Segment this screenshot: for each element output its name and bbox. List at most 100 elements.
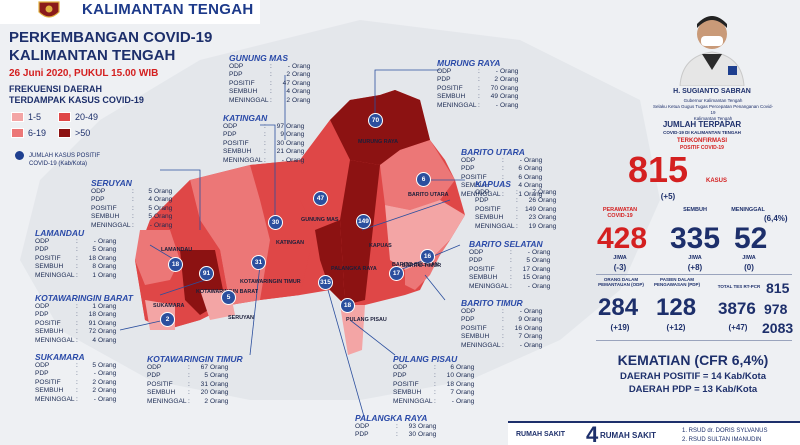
deaths-delta: (0) bbox=[744, 263, 754, 272]
row-unit: Orang bbox=[286, 123, 305, 130]
row-colon: : bbox=[502, 316, 504, 324]
row-colon: : bbox=[270, 79, 272, 87]
row-value: 5 bbox=[148, 188, 152, 195]
row-unit: Orang bbox=[98, 271, 117, 279]
row-unit: Orang bbox=[524, 190, 543, 198]
map-region-label: SERUYAN bbox=[228, 315, 254, 321]
region-murung-raya bbox=[330, 90, 430, 165]
row-colon: : bbox=[434, 364, 436, 371]
region-row-odp: ODP: - Orang bbox=[461, 308, 542, 316]
row-colon: : bbox=[478, 101, 480, 109]
row-label: ODP bbox=[461, 308, 476, 315]
row-value: - bbox=[93, 370, 96, 378]
region-row-meninggal: MENINGGAL: - Orang bbox=[469, 283, 550, 291]
row-label: MENINGGAL bbox=[229, 96, 269, 104]
case-bubble: 31 bbox=[251, 255, 266, 270]
row-unit: Orang bbox=[98, 336, 117, 344]
legend-title-line2: TERDAMPAK KASUS COVID-19 bbox=[9, 95, 144, 105]
region-kapuas bbox=[340, 160, 380, 305]
region-table: LAMANDAU ODP: - Orang PDP:5 Orang POSITIF:18 Or… bbox=[35, 228, 116, 280]
row-unit: Orang bbox=[418, 423, 437, 430]
region-row-meninggal: MENINGGAL: 1 Orang bbox=[35, 272, 116, 280]
row-colon: : bbox=[76, 395, 78, 403]
row-unit: Orang bbox=[524, 333, 543, 341]
pdp-label: PASIEN DALAM PENGAWASAN (PDP) bbox=[653, 277, 700, 287]
region-row-pdp: PDP: 5 Orang bbox=[35, 246, 116, 254]
row-colon: : bbox=[502, 324, 504, 332]
row-value: 2 bbox=[92, 378, 96, 386]
region-name: LAMANDAU bbox=[35, 228, 85, 238]
row-unit: Orang bbox=[292, 79, 311, 87]
row-value: 1 bbox=[518, 190, 522, 198]
row-value: 7 bbox=[532, 189, 536, 196]
row-colon: : bbox=[264, 123, 266, 130]
row-colon: : bbox=[502, 308, 504, 315]
row-label: MENINGGAL bbox=[393, 397, 433, 405]
row-value: 4 bbox=[148, 196, 152, 204]
test-total: 3876 bbox=[718, 299, 756, 318]
region-row-meninggal: MENINGGAL: - Orang bbox=[393, 398, 474, 406]
region-row-odp: ODP: 6 Orang bbox=[393, 364, 474, 372]
row-label: ODP bbox=[475, 189, 490, 196]
row-value: 23 bbox=[528, 214, 536, 222]
row-label: ODP bbox=[91, 188, 106, 195]
row-value: 2 bbox=[286, 96, 290, 104]
region-row-pdp: PDP: 2 Orang bbox=[229, 71, 310, 79]
region-row-sembuh: SEMBUH: 4 Orang bbox=[461, 182, 542, 190]
row-unit: Orang bbox=[292, 88, 311, 96]
row-value: 6 bbox=[450, 364, 454, 371]
region-row-pdp: PDP: 4 Orang bbox=[91, 196, 172, 204]
row-colon: : bbox=[76, 387, 78, 395]
case-bubble: 315 bbox=[318, 275, 333, 290]
confirmed-label-2: POSITIF COVID-19 bbox=[680, 145, 724, 151]
row-value: 4 bbox=[518, 182, 522, 190]
row-value: 5 bbox=[204, 372, 208, 380]
row-label: PDP bbox=[35, 246, 49, 254]
test-positive: 815 bbox=[766, 280, 790, 296]
report-date: 26 Juni 2020, PUKUL 15.00 WIB bbox=[9, 68, 159, 79]
case-bubble: 17 bbox=[389, 266, 404, 281]
row-unit: Orang bbox=[154, 221, 173, 229]
region-row-meninggal: MENINGGAL: - Orang bbox=[91, 222, 172, 230]
legend-swatch bbox=[11, 112, 24, 122]
row-value: 10 bbox=[446, 372, 454, 380]
region-row-pdp: PDP: 5 Orang bbox=[147, 372, 243, 380]
row-label: SEMBUH bbox=[461, 333, 490, 341]
region-row-meninggal: MENINGGAL: 2 Orang bbox=[229, 97, 310, 105]
region-row-odp: ODP: - Orang bbox=[461, 157, 542, 165]
row-value: - bbox=[519, 157, 522, 164]
region-row-positif: POSITIF: 91 Orang bbox=[35, 320, 133, 328]
row-unit: Orang bbox=[98, 319, 117, 327]
row-unit: Orang bbox=[98, 311, 117, 319]
region-row-sembuh: SEMBUH: 21 Orang bbox=[223, 148, 304, 156]
region-row-odp: ODP: 5 Orang bbox=[91, 188, 172, 196]
row-colon: : bbox=[264, 148, 266, 156]
region-row-pdp: PDP: 6 Orang bbox=[461, 165, 542, 173]
row-value: 8 bbox=[92, 263, 96, 271]
region-name: KATINGAN bbox=[223, 113, 268, 123]
region-table: MURUNG RAYA ODP: - Orang PDP:2 Orang POSITIF:7… bbox=[437, 58, 518, 110]
kematian-line1: DAERAH POSITIF = 14 Kab/Kota bbox=[620, 371, 766, 382]
row-colon: : bbox=[434, 389, 436, 397]
row-unit: Orang bbox=[500, 68, 519, 75]
row-unit: Orang bbox=[532, 265, 551, 273]
governor-name: H. SUGIANTO SABRAN bbox=[673, 88, 751, 95]
deaths-pct: (6,4%) bbox=[764, 214, 788, 223]
row-colon: : bbox=[478, 76, 480, 84]
region-row-sembuh: SEMBUH: 7 Orang bbox=[393, 389, 474, 397]
row-unit: Orang bbox=[98, 328, 117, 336]
region-row-pdp: PDP: 9 Orang bbox=[461, 316, 542, 324]
region-table: KOTAWARINGIN TIMUR ODP:67 Orang PDP:5 Orang P… bbox=[147, 354, 243, 406]
region-name: MURUNG RAYA bbox=[437, 58, 501, 68]
case-bubble: 5 bbox=[221, 290, 236, 305]
row-value: 15 bbox=[522, 274, 530, 282]
region-row-pdp: PDP: 9 Orang bbox=[223, 131, 304, 139]
row-label: ODP bbox=[35, 362, 50, 369]
row-label: SEMBUH bbox=[475, 214, 504, 222]
region-row-positif: POSITIF: 5 Orang bbox=[91, 205, 172, 213]
row-colon: : bbox=[188, 372, 190, 380]
row-value: 1 bbox=[92, 303, 96, 310]
row-label: ODP bbox=[223, 123, 238, 130]
row-unit: Orang bbox=[98, 303, 117, 310]
row-label: PDP bbox=[229, 71, 243, 79]
